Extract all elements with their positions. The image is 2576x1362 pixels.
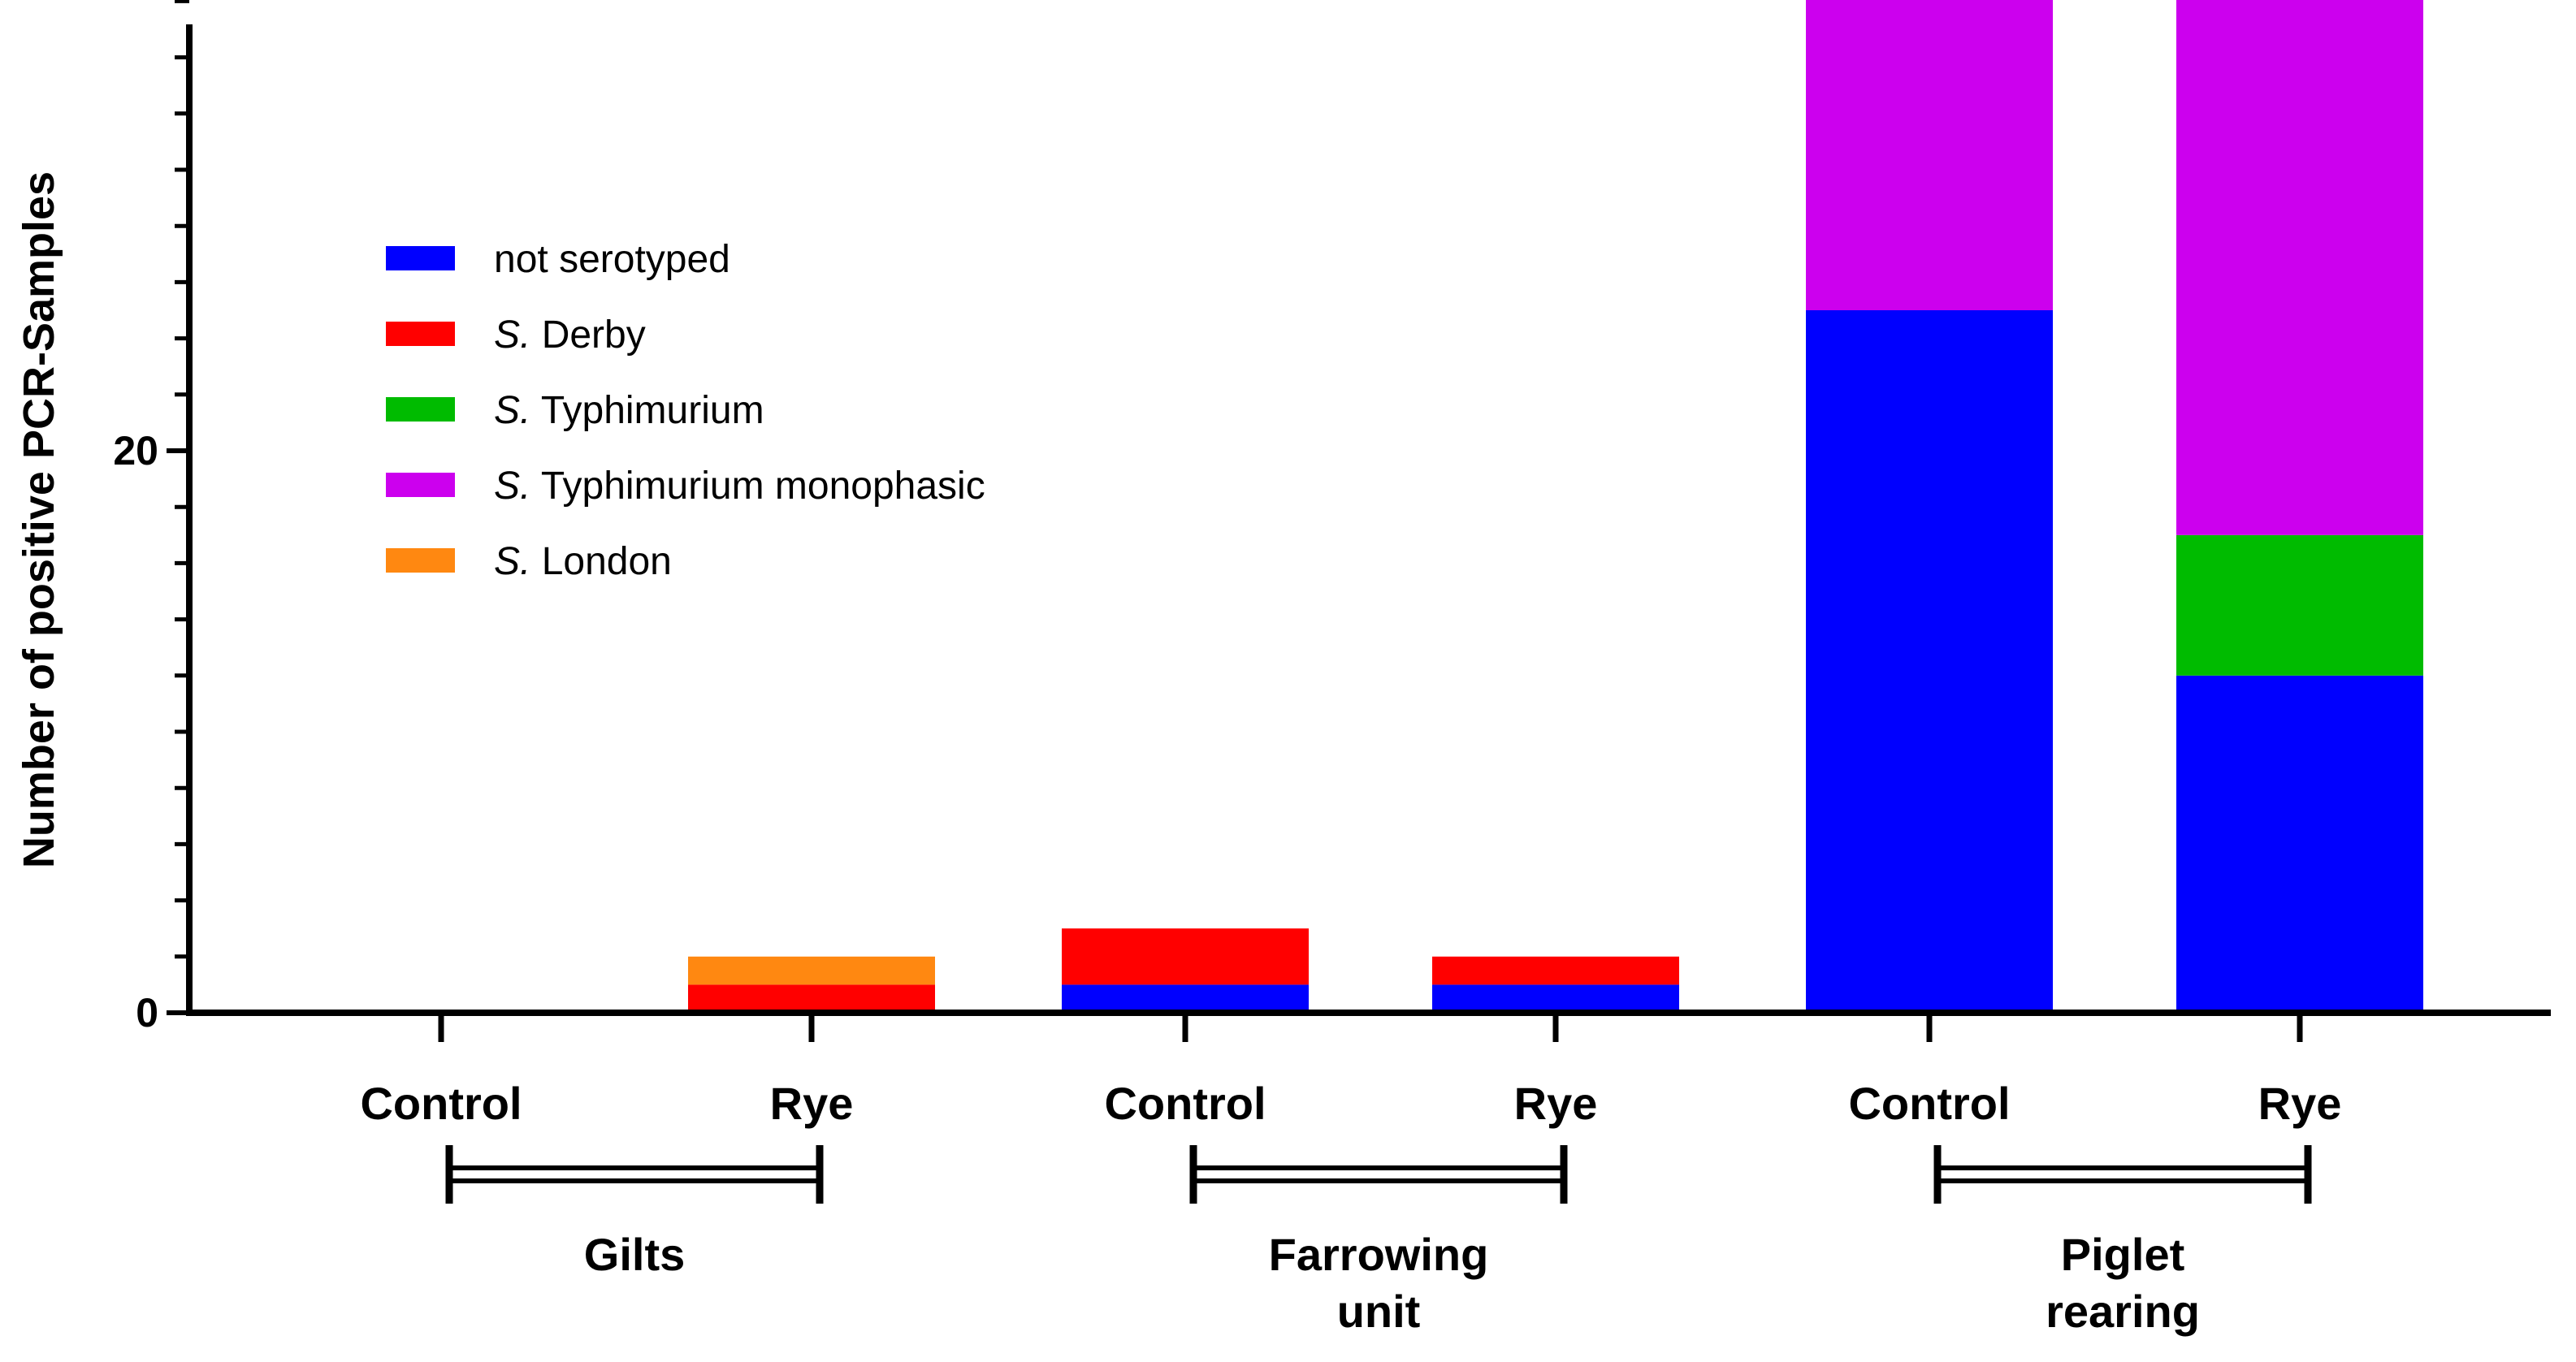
group-bracket <box>1933 1145 2312 1204</box>
bar-segment-5-3 <box>2176 0 2423 535</box>
y-tick-label: 0 <box>136 990 158 1036</box>
legend-label: S. Typhimurium <box>494 389 764 432</box>
legend-label: not serotyped <box>494 238 730 281</box>
group-bracket <box>445 1145 824 1204</box>
y-axis-title: Number of positive PCR-Samples <box>15 171 63 868</box>
group-label: unit <box>1337 1286 1421 1337</box>
group-label: Farrowing <box>1269 1229 1489 1280</box>
legend-swatch <box>386 397 455 422</box>
bars-layer <box>688 0 2423 1013</box>
legend-swatch <box>386 246 455 270</box>
axes-layer: 0204060ControlRyeControlRyeControlRyeGil… <box>113 0 2551 1337</box>
legend-swatch <box>386 548 455 573</box>
legend-label: S. Derby <box>494 313 646 357</box>
group-label: rearing <box>2046 1286 2200 1337</box>
group-label: Piglet <box>2061 1229 2184 1280</box>
bar-segment-4-0 <box>1806 310 2053 1013</box>
legend-item: S. London <box>386 540 672 583</box>
bar-segment-1-4 <box>688 956 935 985</box>
bar-segment-1-1 <box>688 984 935 1013</box>
bar-segment-2-0 <box>1062 984 1309 1013</box>
bar-segment-2-1 <box>1062 928 1309 985</box>
y-tick-label: 20 <box>113 428 158 473</box>
bar-segment-5-0 <box>2176 675 2423 1013</box>
legend-item: not serotyped <box>386 238 730 281</box>
category-label: Control <box>1848 1078 2010 1129</box>
legend-item: S. Typhimurium monophasic <box>386 465 985 508</box>
legend-swatch <box>386 473 455 497</box>
category-label: Rye <box>770 1078 854 1129</box>
legend: not serotyped S. Derby S. Typhimurium S. Ty… <box>386 238 985 583</box>
bar-segment-3-0 <box>1432 984 1679 1013</box>
legend-item: S. Typhimurium <box>386 389 764 432</box>
legend-swatch <box>386 322 455 346</box>
legend-label: S. London <box>494 540 672 583</box>
category-label: Control <box>360 1078 522 1129</box>
bar-segment-3-1 <box>1432 956 1679 985</box>
category-label: Rye <box>1514 1078 1598 1129</box>
category-label: Rye <box>2258 1078 2342 1129</box>
bar-segment-4-3 <box>1806 0 2053 310</box>
legend-label: S. Typhimurium monophasic <box>494 465 985 508</box>
group-bracket <box>1189 1145 1568 1204</box>
legend-item: S. Derby <box>386 313 646 357</box>
group-label: Gilts <box>584 1229 685 1280</box>
category-label: Control <box>1104 1078 1266 1129</box>
bar-segment-5-2 <box>2176 534 2423 676</box>
